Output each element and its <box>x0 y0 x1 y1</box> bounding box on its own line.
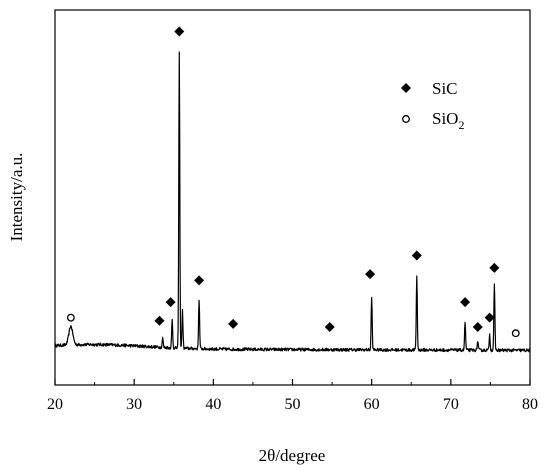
sic-peak-diamond-icon <box>165 297 176 308</box>
x-tick-label-70: 70 <box>443 396 459 413</box>
legend-circle-icon <box>402 115 410 123</box>
x-tick-label-20: 20 <box>47 396 63 413</box>
y-axis-label: Intensity/a.u. <box>7 153 26 242</box>
x-tick-label-40: 40 <box>205 396 221 413</box>
sic-peak-diamond-icon <box>460 297 471 308</box>
sic-peak-diamond-icon <box>472 322 483 333</box>
sic-peak-diamond-icon <box>489 262 500 273</box>
sio2-peak-circle-icon <box>66 313 75 322</box>
legend-diamond-icon <box>401 83 411 93</box>
x-tick-label-80: 80 <box>522 396 538 413</box>
x-tick-label-60: 60 <box>364 396 380 413</box>
xrd-pattern-line <box>54 51 531 353</box>
x-axis-tick-labels: 20 30 40 50 60 70 80 <box>47 396 538 413</box>
legend-label-sio2-sub: 2 <box>458 118 464 132</box>
legend-label-sio2: SiO2 <box>432 109 464 132</box>
sic-peak-diamond-icon <box>194 275 205 286</box>
legend-label-sio2-main: SiO <box>432 109 458 128</box>
sic-peak-diamond-icon <box>324 322 335 333</box>
plot-frame <box>54 9 531 386</box>
legend-label-sic: SiC <box>432 79 458 98</box>
sic-peak-diamond-icon <box>411 250 422 261</box>
x-tick-label-30: 30 <box>126 396 142 413</box>
x-axis-ticks <box>54 379 531 385</box>
x-tick-label-50: 50 <box>285 396 301 413</box>
sic-peak-diamond-icon <box>154 315 165 326</box>
sio2-peak-circle-icon <box>511 329 520 338</box>
sic-peak-diamond-icon <box>174 26 185 37</box>
sic-peak-diamond-icon <box>484 312 495 323</box>
sic-peak-diamond-icon <box>365 269 376 280</box>
peak-markers <box>66 26 520 338</box>
sic-peak-diamond-icon <box>228 318 239 329</box>
x-axis-label: 2θ/degree <box>259 446 326 465</box>
legend: SiC SiO2 <box>401 79 464 132</box>
